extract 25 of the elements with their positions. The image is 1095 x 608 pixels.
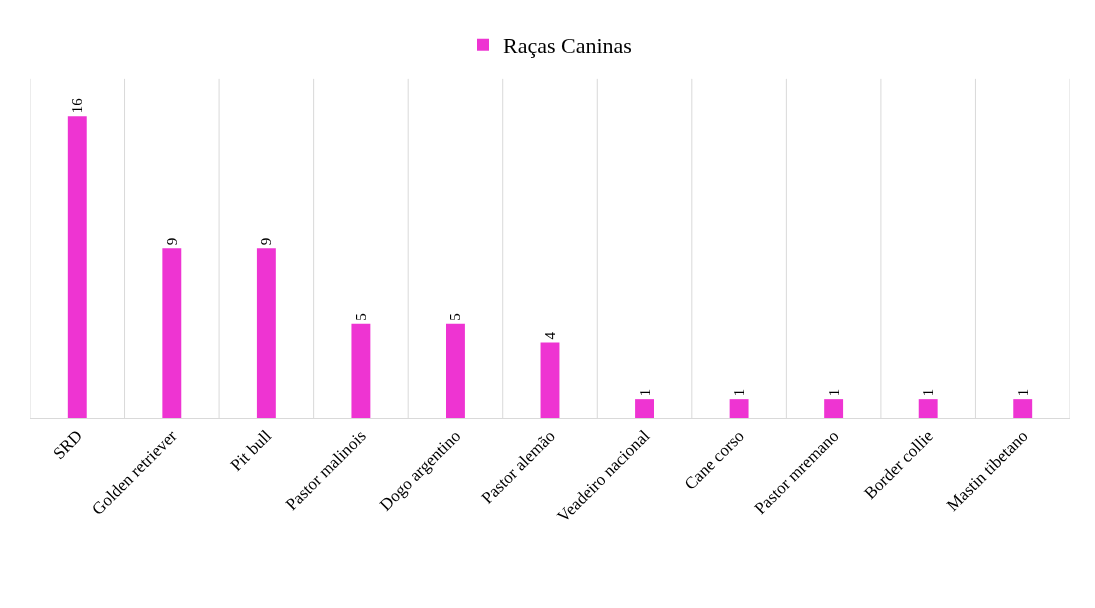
bar [256, 248, 276, 418]
bar [446, 323, 465, 418]
data-label: 1 [636, 388, 653, 397]
bar [162, 248, 182, 418]
x-tick-label: SRD [49, 426, 87, 464]
bar [351, 323, 371, 418]
data-label: 16 [69, 97, 86, 114]
bar [918, 399, 938, 418]
bar [635, 399, 654, 418]
data-label: 1 [731, 388, 748, 397]
bar [824, 399, 844, 418]
bar [67, 116, 87, 418]
data-label: 9 [258, 237, 275, 246]
bar [1013, 399, 1033, 418]
legend-label: Raças Caninas [503, 33, 632, 59]
bar [540, 342, 560, 418]
data-label: 1 [825, 388, 842, 397]
data-label: 1 [1014, 388, 1031, 397]
data-label: 1 [920, 388, 937, 397]
bar [729, 399, 749, 418]
data-label: 5 [352, 313, 369, 321]
data-label: 9 [163, 237, 180, 246]
x-tick-label: Pit bull [226, 426, 276, 475]
data-label: 4 [542, 331, 558, 340]
data-label: 5 [447, 313, 464, 321]
